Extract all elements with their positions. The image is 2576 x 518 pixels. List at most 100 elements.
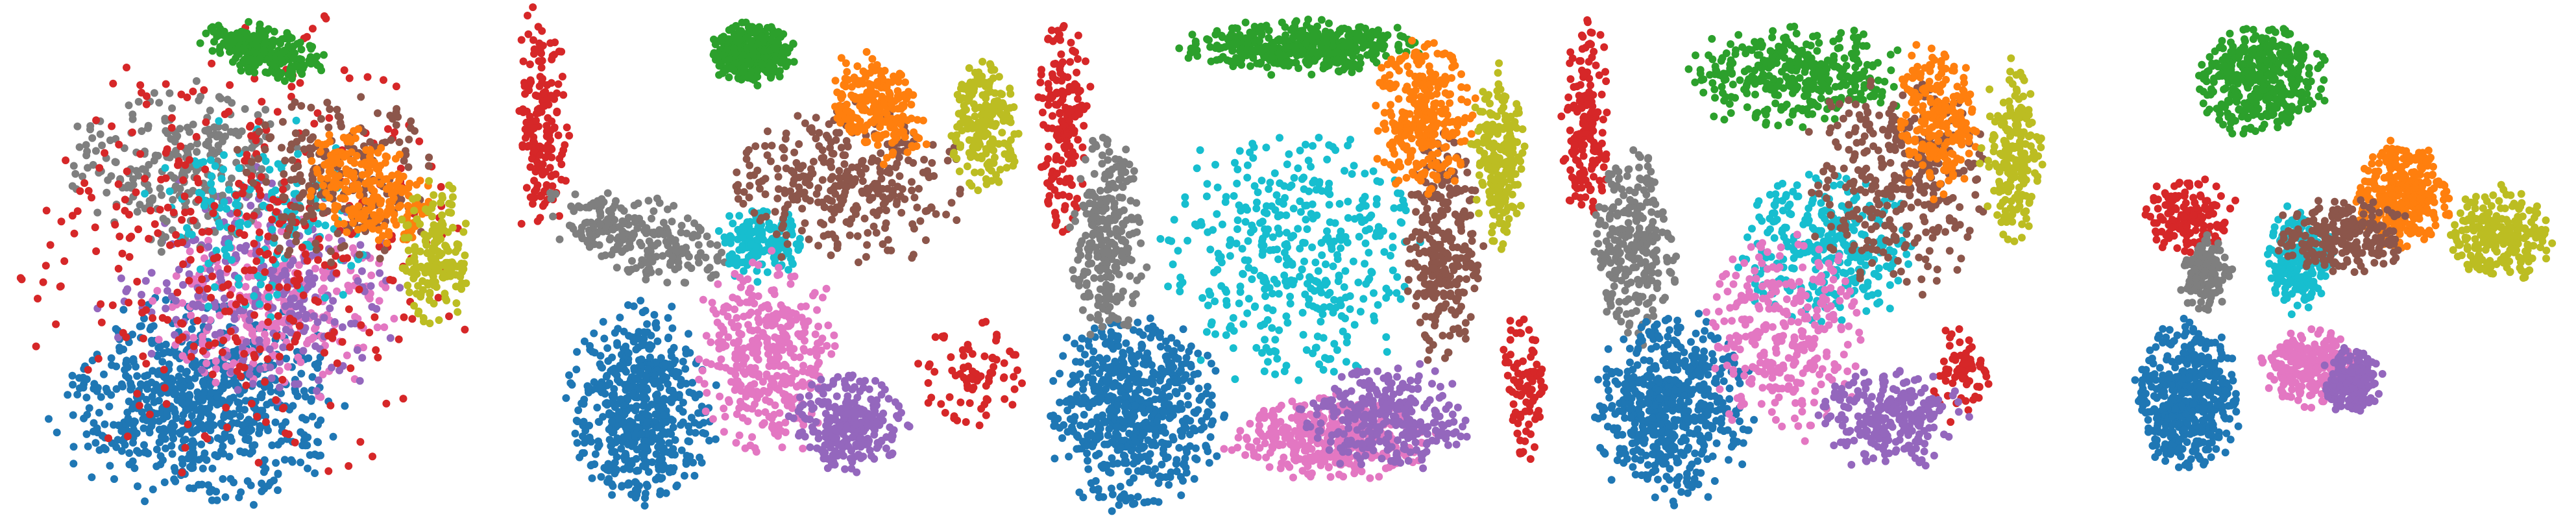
scatter-point	[133, 277, 141, 286]
scatter-point	[712, 381, 720, 389]
scatter-point	[820, 449, 828, 458]
scatter-point	[97, 318, 106, 327]
scatter-point	[950, 412, 958, 421]
scatter-point	[826, 413, 834, 422]
scatter-point	[524, 30, 533, 38]
scatter-point	[673, 481, 681, 489]
scatter-point	[768, 247, 776, 255]
scatter-point	[88, 473, 96, 482]
scatter-point	[539, 202, 547, 210]
scatter-point	[304, 464, 311, 473]
scatter-point	[317, 451, 324, 460]
scatter-point	[526, 112, 534, 121]
scatter-point	[156, 452, 165, 460]
scatter-point	[189, 439, 198, 447]
scatter-point	[345, 462, 353, 470]
scatter-point	[380, 323, 389, 332]
scatter-point	[198, 275, 206, 284]
scatter-point	[292, 116, 300, 125]
scatter-point	[441, 241, 449, 250]
scatter-point	[282, 325, 290, 334]
scatter-point	[382, 399, 391, 408]
scatter-point	[306, 136, 315, 143]
scatter-point	[748, 433, 757, 441]
scatter-point	[555, 235, 564, 243]
scatter-point	[268, 216, 276, 224]
scatter-point	[680, 471, 688, 480]
scatter-point	[398, 264, 407, 273]
scatter-point	[226, 128, 235, 136]
scatter-point	[261, 106, 270, 114]
scatter-point	[814, 397, 823, 406]
scatter-point	[205, 404, 213, 412]
scatter-point	[232, 191, 240, 199]
scatter-point	[653, 395, 661, 404]
scatter-point	[207, 172, 215, 180]
scatter-point	[852, 421, 860, 429]
scatter-point	[34, 295, 42, 302]
scatter-point	[884, 246, 892, 254]
scatter-point	[611, 469, 619, 478]
scatter-point	[243, 29, 251, 38]
scatter-point	[526, 60, 534, 69]
scatter-point	[153, 287, 162, 295]
scatter-point	[314, 256, 322, 264]
scatter-point	[600, 463, 609, 472]
scatter-point	[840, 160, 849, 168]
scatter-point	[744, 417, 752, 425]
scatter-point	[294, 150, 302, 158]
scatter-point	[200, 86, 208, 94]
scatter-point	[345, 206, 353, 215]
scatter-point	[335, 159, 344, 167]
scatter-point	[801, 219, 809, 227]
scatter-point	[158, 358, 167, 366]
scatter-point	[256, 20, 264, 29]
scatter-point	[237, 488, 245, 497]
scatter-point	[178, 319, 187, 328]
scatter-point	[256, 406, 265, 415]
scatter-point	[966, 399, 974, 407]
scatter-point	[110, 475, 118, 483]
scatter-point	[628, 257, 636, 265]
scatter-point	[753, 326, 762, 334]
scatter-point	[313, 387, 321, 395]
scatter-point	[578, 234, 587, 243]
scatter-point	[719, 325, 727, 334]
scatter-point	[108, 301, 117, 310]
scatter-point	[529, 36, 537, 44]
scatter-point	[216, 223, 225, 231]
scatter-point	[443, 296, 451, 304]
scatter-point	[133, 389, 141, 398]
scatter-point	[557, 47, 566, 56]
scatter-point	[641, 409, 650, 417]
scatter-point	[123, 408, 132, 417]
scatter-point	[162, 444, 170, 452]
scatter-point	[155, 438, 164, 447]
scatter-point	[293, 269, 302, 278]
scatter-point	[202, 118, 210, 127]
scatter-point	[342, 165, 350, 173]
scatter-point	[325, 114, 334, 122]
scatter-point	[461, 325, 469, 334]
scatter-point	[419, 277, 427, 285]
scatter-point	[960, 352, 967, 360]
scatter-point	[249, 380, 257, 388]
scatter-point	[204, 421, 212, 428]
scatter-point	[215, 93, 223, 101]
scatter-point	[430, 245, 439, 253]
scatter-point	[351, 134, 359, 142]
scatter-point	[323, 174, 332, 182]
scatter-point	[367, 282, 375, 290]
scatter-point	[529, 124, 538, 132]
scatter-point	[400, 313, 408, 321]
scatter-point	[198, 228, 206, 236]
scatter-point	[633, 491, 641, 499]
scatter-point	[76, 187, 84, 195]
scatter-point	[643, 418, 651, 426]
scatter-point	[823, 341, 831, 350]
scatter-point	[812, 134, 820, 143]
scatter-point	[620, 465, 628, 473]
scatter-point	[625, 267, 633, 276]
scatter-point	[371, 313, 379, 321]
scatter-point	[264, 69, 272, 77]
